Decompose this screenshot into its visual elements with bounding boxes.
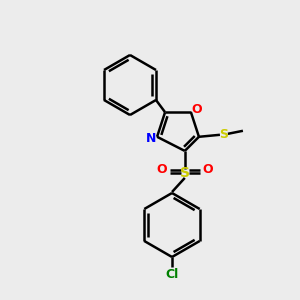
Text: S: S (219, 128, 228, 141)
Text: Cl: Cl (165, 268, 178, 281)
Text: N: N (146, 132, 156, 145)
Text: O: O (157, 164, 167, 176)
Text: O: O (192, 103, 202, 116)
Text: O: O (202, 164, 213, 176)
Text: S: S (180, 166, 190, 180)
